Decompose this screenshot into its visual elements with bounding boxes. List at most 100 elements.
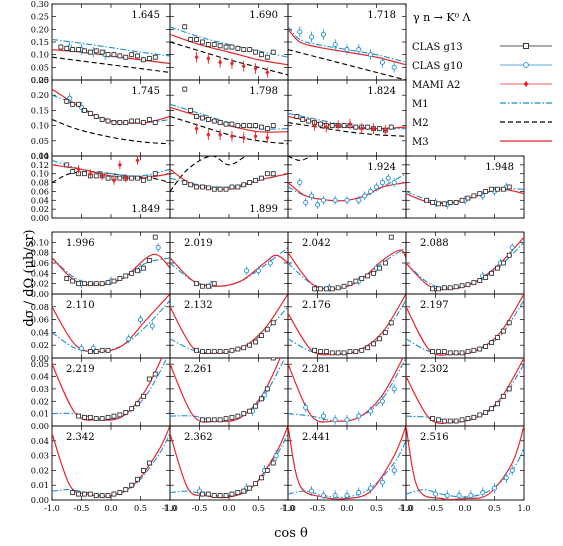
g13-point [146, 117, 152, 122]
g10-point [480, 490, 486, 496]
y-tick-label: 0.00 [31, 213, 49, 223]
curve-m2 [170, 115, 288, 145]
g13-point [335, 285, 341, 291]
mami-point [100, 173, 105, 179]
energy-label: 2.042 [302, 238, 331, 249]
g13-point [152, 371, 158, 377]
g13-point [217, 43, 223, 49]
y-tick-label: 0.02 [31, 204, 49, 214]
g13-point [477, 278, 483, 283]
g13-point [111, 491, 117, 497]
g13-point [87, 491, 93, 497]
g13-point [182, 86, 188, 92]
mami-point [206, 55, 211, 62]
g13-point [129, 52, 135, 58]
g10-point [491, 485, 498, 491]
x-tick-label: 1.0 [281, 503, 294, 513]
g13-point [347, 349, 353, 355]
y-tick-label: 0.04 [31, 268, 49, 278]
panel-plot-area [170, 247, 288, 290]
g13-point [82, 414, 87, 420]
g13-point [211, 493, 217, 498]
g10-point [332, 41, 338, 48]
g13-point [64, 162, 70, 168]
legend-entry-clas-g10: CLAS g10 [412, 61, 552, 72]
y-tick-label: 0.01 [31, 480, 49, 490]
y-tick-label: 0.02 [31, 279, 49, 289]
g13-point [500, 393, 506, 399]
g13-point [318, 121, 323, 127]
g10-point [309, 34, 315, 40]
g13-point [259, 124, 264, 130]
mami-point [265, 135, 270, 141]
panel-1-849: 0.000.020.040.060.080.100.120.141.849 [31, 151, 171, 223]
g13-point [111, 413, 117, 419]
curve-m3 [288, 249, 406, 290]
legend-label: CLAS g13 [412, 42, 463, 53]
mami-point [347, 121, 352, 127]
g13-point [99, 49, 105, 55]
g13-point [223, 44, 229, 50]
x-tick-label: -0.5 [192, 503, 208, 513]
y-tick-label: 0.00 [31, 353, 49, 363]
panel-1-948: 1.948 [405, 155, 525, 219]
x-tick-label: 1.0 [399, 503, 412, 513]
energy-label: 1.824 [367, 86, 396, 97]
g13-point [93, 48, 99, 54]
energy-label: 2.132 [184, 300, 213, 311]
legend-entry-m2: M2 [412, 118, 552, 129]
panel-plot-area [52, 234, 170, 289]
g13-point [146, 258, 152, 263]
curve-m1 [170, 306, 288, 354]
legend-label: MAMI A2 [412, 80, 460, 91]
g13-point [365, 124, 371, 130]
g13-point [99, 493, 105, 498]
panel-2-516: -1.0 -0.5 0.0 0.5 1.0 2.516 [398, 425, 531, 513]
g13-point [105, 280, 111, 286]
g13-point [64, 276, 70, 281]
g13-point [388, 320, 394, 326]
g13-point [76, 413, 81, 419]
g13-point [382, 329, 388, 335]
energy-label: 2.219 [66, 364, 95, 375]
curve-m2 [288, 156, 314, 161]
x-tick-label: -1.0 [398, 503, 414, 513]
mami-point [76, 166, 81, 172]
g13-point [200, 115, 205, 121]
legend-label: CLAS g10 [412, 61, 463, 72]
g13-point [441, 349, 447, 355]
g13-point [264, 54, 270, 60]
panel-2-342: 0.00 0.01 0.02 0.03 0.04 -1.0 -0.5 0.0 0.5 1.0 2.3… [31, 425, 177, 513]
g13-point [489, 340, 494, 346]
g10-point [391, 64, 397, 70]
g13-point [259, 475, 264, 481]
curve-m2 [52, 56, 170, 73]
curve-m2 [170, 41, 288, 76]
g13-point [93, 416, 99, 421]
g13-point [117, 53, 123, 59]
panel-1-798: 1.798 [169, 79, 289, 157]
g13-point [241, 123, 247, 128]
panel-plot-area [406, 236, 524, 292]
g13-point [135, 268, 140, 274]
g13-point [441, 285, 447, 291]
energy-label: 1.849 [131, 204, 160, 215]
g13-point [465, 416, 471, 421]
g13-point [506, 386, 512, 392]
mami-point [371, 126, 376, 132]
g13-point [194, 184, 199, 190]
g13-point [146, 175, 152, 181]
curve-m3 [170, 254, 288, 287]
y-tick-label: 0.14 [31, 151, 49, 161]
g13-point [117, 120, 123, 125]
g13-point [471, 347, 477, 353]
g13-point [217, 120, 223, 125]
g13-point [430, 286, 435, 292]
g13-point [182, 180, 188, 185]
g13-point [76, 47, 81, 52]
g13-point [93, 173, 99, 179]
g13-point [264, 386, 270, 392]
x-tick-label: -0.5 [428, 503, 444, 513]
g13-point [87, 281, 93, 287]
y-tick-label: 0.10 [31, 121, 49, 131]
